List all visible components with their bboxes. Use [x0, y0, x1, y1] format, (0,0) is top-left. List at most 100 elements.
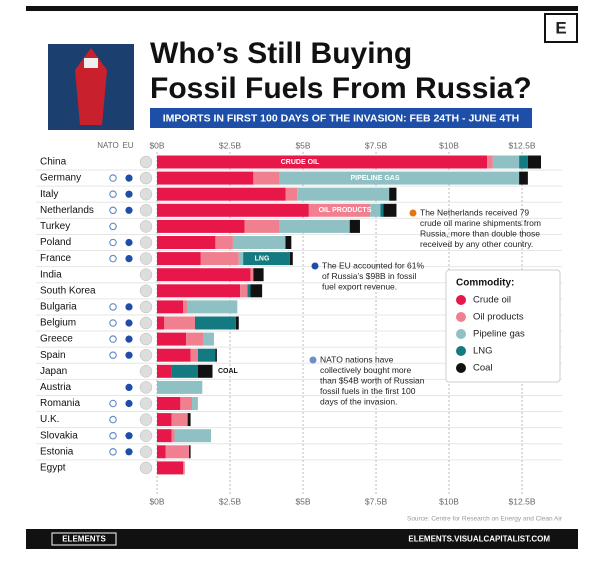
x-tick-label: $2.5B	[219, 496, 242, 506]
bar-segment	[200, 252, 239, 266]
bar-segment	[186, 332, 204, 346]
subtitle-band	[150, 108, 532, 128]
annotation: fossil fuels in the first 100	[320, 386, 416, 396]
annotation: of Russia’s $98B in fossil	[322, 271, 416, 281]
y-tick-label: Italy	[40, 189, 58, 200]
bar-segment	[197, 364, 213, 378]
y-tick-label: Japan	[40, 366, 67, 377]
nato-marker	[109, 415, 117, 424]
nato-marker	[109, 254, 117, 263]
nato-marker	[109, 447, 117, 456]
legend-box	[445, 269, 561, 383]
bar-segment	[492, 155, 520, 169]
flag	[139, 381, 153, 394]
bar-segment	[383, 203, 397, 217]
x-tick-label: $0B	[149, 140, 164, 150]
eu-marker	[125, 174, 133, 182]
y-tick-label: Belgium	[40, 318, 76, 329]
bar-segment	[157, 413, 172, 427]
x-tick-label: $7.5B	[365, 140, 388, 150]
y-tick-label: Germany	[40, 173, 81, 184]
x-tick-label: $10B	[439, 140, 459, 150]
bar-segment	[190, 348, 198, 362]
flag	[139, 397, 153, 410]
bar-segment	[157, 445, 166, 459]
bar-segment	[157, 155, 487, 169]
bar-segment	[157, 187, 286, 201]
legend-swatch	[456, 346, 466, 356]
ship-image	[48, 44, 134, 130]
nato-marker	[109, 190, 117, 199]
logo-box	[544, 13, 578, 43]
bar-segment	[157, 332, 187, 346]
bar-segment	[157, 236, 216, 249]
flag	[139, 365, 153, 378]
bar-segment	[370, 203, 381, 217]
flag	[139, 204, 153, 217]
bar-segment	[279, 219, 350, 233]
source: Source: Centre for Research on Energy an…	[407, 516, 563, 523]
bar-segment	[289, 252, 293, 266]
y-tick-label: Slovakia	[40, 430, 78, 441]
y-tick-label: Spain	[40, 350, 66, 361]
y-tick-label: Romania	[40, 398, 80, 409]
bar-segment	[285, 236, 292, 249]
bar-segment	[279, 171, 520, 185]
bar-segment	[194, 316, 236, 330]
legend-label: Crude oil	[473, 295, 511, 306]
y-tick-label: Egypt	[40, 463, 66, 474]
bar-segment	[215, 348, 217, 362]
y-tick-label: Estonia	[40, 446, 74, 457]
bar-segment	[174, 429, 212, 443]
bar-label: COAL	[218, 368, 239, 375]
bar-segment	[308, 203, 371, 217]
footer-band	[26, 529, 578, 549]
y-tick-label: India	[40, 269, 62, 280]
eu-marker	[125, 190, 133, 198]
eu-marker	[125, 238, 133, 247]
eu-marker	[125, 383, 133, 391]
bar-segment	[250, 284, 263, 298]
bar-segment	[235, 316, 239, 330]
footer-right: ELEMENTS.VISUALCAPITALIST.COM	[408, 535, 550, 544]
annotation-icon	[309, 356, 317, 364]
bar-segment	[519, 171, 528, 185]
flag	[139, 236, 153, 249]
bar-segment	[250, 268, 254, 282]
subtitle: IMPORTS IN FIRST 100 DAYS OF THE INVASIO…	[163, 112, 519, 124]
x-tick-label: $2.5B	[219, 140, 242, 150]
y-tick-label: Bulgaria	[40, 302, 77, 313]
x-tick-label: $7.5B	[365, 496, 388, 506]
annotation: days of the invasion.	[320, 396, 398, 406]
bar-segment	[157, 348, 191, 362]
y-tick-label: South Korea	[40, 285, 96, 296]
logo: E	[555, 18, 566, 37]
flag	[139, 300, 153, 314]
flag	[139, 332, 153, 346]
bar-segment	[215, 236, 233, 249]
bar-segment	[253, 171, 280, 185]
bar-segment	[203, 332, 214, 346]
top-rule	[26, 6, 578, 11]
flag	[139, 284, 153, 298]
bar-segment	[192, 397, 198, 410]
nato-marker	[109, 399, 117, 408]
bar-segment	[183, 461, 185, 475]
eu-marker	[125, 319, 133, 327]
bar-segment	[157, 268, 251, 282]
bar-segment	[519, 155, 528, 169]
bar-segment	[197, 348, 216, 362]
annotation: crude oil marine shipments from	[420, 218, 541, 228]
bar-segment	[527, 155, 542, 169]
bar-segment	[285, 187, 298, 201]
bar-segment	[349, 219, 360, 233]
nato-marker	[109, 319, 117, 327]
bar-segment	[297, 187, 390, 201]
nato-marker	[109, 238, 117, 247]
x-tick-label: $5B	[295, 496, 310, 506]
bar-segment	[389, 187, 397, 201]
bar-segment	[157, 219, 245, 233]
annotation: The Netherlands received 79	[420, 207, 529, 217]
flag	[139, 268, 153, 281]
column-head: EU	[122, 141, 133, 150]
